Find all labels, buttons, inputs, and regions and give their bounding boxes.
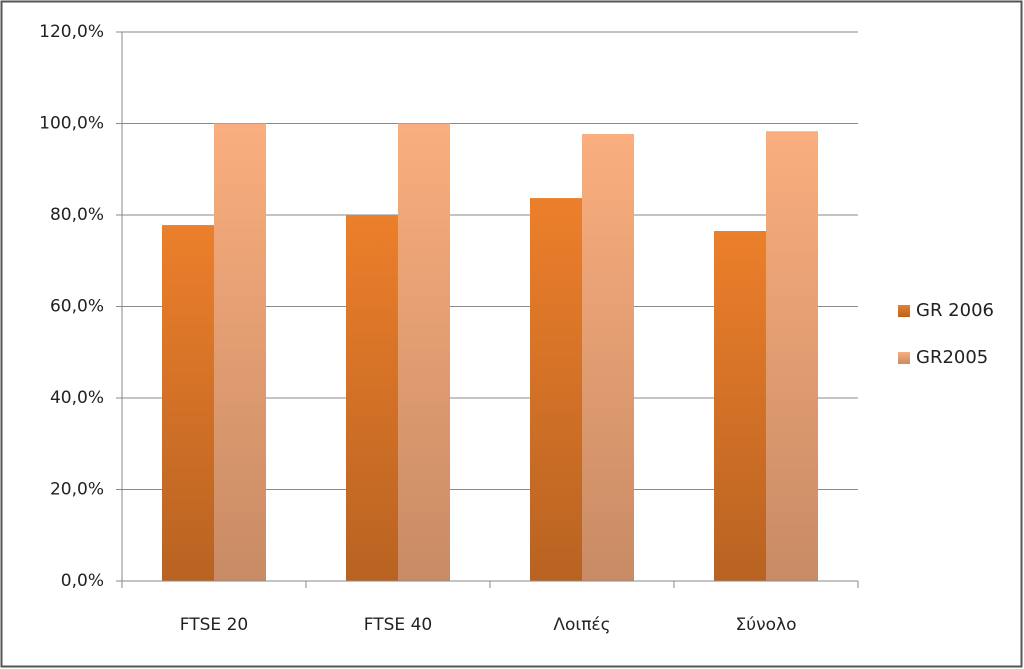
y-tick-label: 20,0% xyxy=(50,480,104,500)
legend-label: GR 2006 xyxy=(916,300,994,321)
y-tick-label: 80,0% xyxy=(50,205,104,225)
y-tick-label: 60,0% xyxy=(50,297,104,317)
legend-swatch xyxy=(898,352,910,364)
bar xyxy=(214,123,266,581)
y-tick-label: 40,0% xyxy=(50,388,104,408)
legend-label: GR2005 xyxy=(916,347,988,368)
x-tick-label: Σύνολο xyxy=(736,615,797,635)
bar xyxy=(162,225,214,581)
y-tick-label: 120,0% xyxy=(39,22,104,42)
legend-swatch xyxy=(898,305,910,317)
x-tick-label: FTSE 20 xyxy=(180,615,248,635)
bar xyxy=(766,131,818,581)
x-tick-label: Λοιπές xyxy=(553,615,610,635)
y-tick-label: 100,0% xyxy=(39,114,104,134)
y-tick-label: 0,0% xyxy=(61,571,104,591)
bar xyxy=(530,198,582,581)
bar xyxy=(582,134,634,581)
bar xyxy=(398,123,450,581)
bar xyxy=(346,215,398,581)
x-tick-label: FTSE 40 xyxy=(364,615,432,635)
bar xyxy=(714,231,766,581)
